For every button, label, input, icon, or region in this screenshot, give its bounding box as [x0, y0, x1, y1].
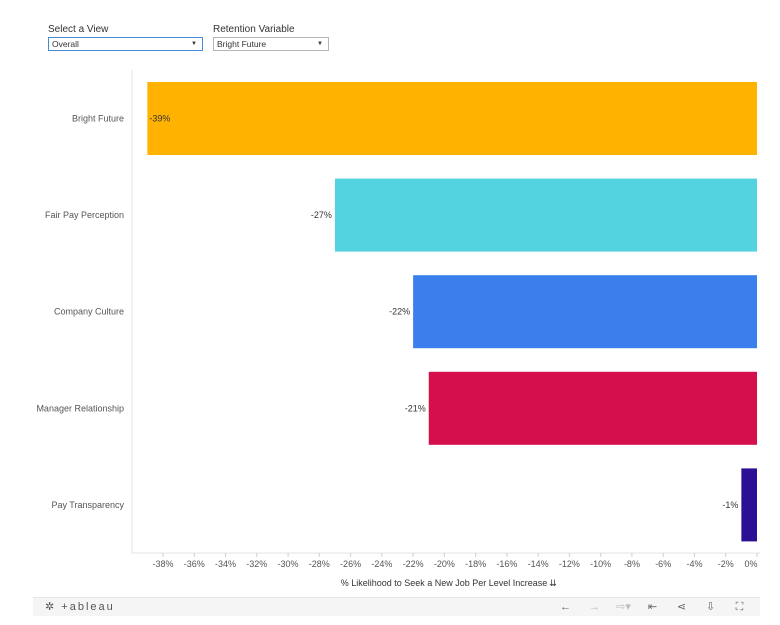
x-tick-label: -38%: [152, 559, 173, 569]
view-filter: Select a View Overall ▼: [48, 24, 203, 51]
download-icon[interactable]: ⇩: [705, 601, 716, 613]
tableau-logo: ✲ +ableau: [45, 600, 115, 613]
variable-select-value: Bright Future: [217, 39, 267, 49]
x-tick-label: -28%: [309, 559, 330, 569]
variable-filter-label: Retention Variable: [213, 24, 295, 35]
bar: [428, 371, 757, 445]
view-select-value: Overall: [52, 39, 79, 49]
category-label: Company Culture: [54, 307, 124, 317]
x-tick-label: -26%: [340, 559, 361, 569]
data-label: -22%: [389, 307, 410, 317]
x-tick-label: -18%: [465, 559, 486, 569]
bar-chart: Bright Future -39% Fair Pay Perception -27%…: [36, 70, 760, 588]
data-label: -1%: [722, 500, 738, 510]
dropdown-arrow-icon: ▼: [191, 41, 197, 47]
category-label: Fair Pay Perception: [45, 210, 124, 220]
bar: [334, 178, 757, 252]
category-label: Pay Transparency: [51, 500, 124, 510]
bar: [413, 275, 757, 349]
tableau-toolbar: ✲ +ableau ← → ⇨▾ ⇤ ⋖ ⇩ ⛶: [33, 597, 760, 616]
category-label: Manager Relationship: [36, 403, 124, 413]
x-tick-label: -14%: [528, 559, 549, 569]
x-tick-label: -20%: [434, 559, 455, 569]
variable-filter: Retention Variable Bright Future ▼: [213, 24, 329, 51]
data-label: -39%: [149, 114, 170, 124]
x-tick-label: -16%: [496, 559, 517, 569]
data-label: -27%: [311, 210, 332, 220]
x-tick-label: -2%: [718, 559, 734, 569]
x-tick-label: -6%: [655, 559, 671, 569]
revert-icon[interactable]: ⇨▾: [616, 601, 631, 613]
redo-icon[interactable]: →: [589, 601, 600, 613]
x-tick-label: 0%: [744, 559, 757, 569]
view-filter-label: Select a View: [48, 24, 109, 35]
bar: [147, 82, 758, 155]
x-tick-label: -4%: [686, 559, 702, 569]
variable-select[interactable]: Bright Future ▼: [213, 37, 329, 51]
undo-icon[interactable]: ←: [560, 601, 571, 613]
view-select[interactable]: Overall ▼: [48, 37, 203, 51]
tableau-logo-icon: ✲: [45, 601, 57, 613]
x-tick-label: -34%: [215, 559, 236, 569]
dropdown-arrow-icon: ▼: [317, 41, 323, 47]
sort-icon: ⇊: [549, 578, 557, 588]
x-tick-label: -8%: [624, 559, 640, 569]
x-tick-label: -10%: [590, 559, 611, 569]
x-tick-label: -24%: [371, 559, 392, 569]
x-tick-label: -12%: [559, 559, 580, 569]
x-tick-label: -36%: [184, 559, 205, 569]
x-tick-label: -22%: [403, 559, 424, 569]
tableau-logo-text: +ableau: [61, 601, 115, 613]
x-tick-label: -32%: [246, 559, 267, 569]
reset-icon[interactable]: ⇤: [647, 601, 658, 613]
bar: [741, 468, 757, 542]
category-label: Bright Future: [72, 114, 124, 124]
x-axis-title: % Likelihood to Seek a New Job Per Level…: [341, 578, 548, 588]
share-icon[interactable]: ⋖: [676, 601, 687, 613]
data-label: -21%: [405, 403, 426, 413]
fullscreen-icon[interactable]: ⛶: [735, 601, 744, 613]
x-tick-label: -30%: [278, 559, 299, 569]
